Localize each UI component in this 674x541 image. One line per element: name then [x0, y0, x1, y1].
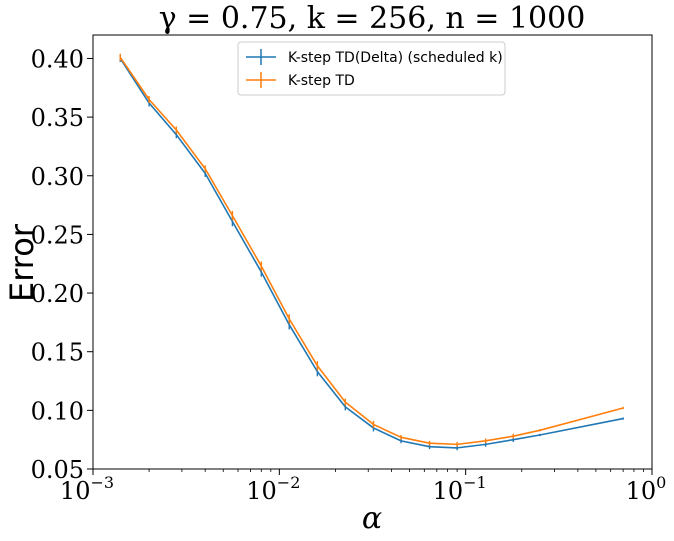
plot-series [119, 53, 624, 451]
y-tick-label: 0.20 [31, 280, 84, 308]
legend: K-step TD(Delta) (scheduled k) K-step TD [237, 41, 506, 96]
series-2 [119, 53, 624, 447]
x-tick-label: 10−2 [246, 473, 300, 505]
y-tick-label: 0.10 [31, 397, 84, 425]
y-tick-label: 0.30 [31, 163, 84, 191]
y-axis-ticks: 0.05 0.10 0.15 0.20 0.25 0.30 0.35 0.40 [31, 45, 93, 484]
x-tick-label: 10−1 [433, 473, 487, 505]
y-tick-label: 0.40 [31, 45, 84, 73]
y-axis-label: Error [3, 223, 41, 302]
y-tick-label: 0.35 [31, 104, 84, 132]
chart-title: γ = 0.75, k = 256, n = 1000 [159, 1, 586, 36]
legend-label-series-2: K-step TD [288, 73, 355, 89]
x-tick-label: 100 [626, 473, 667, 505]
y-tick-label: 0.15 [31, 339, 84, 367]
plot-frame [92, 34, 653, 470]
x-axis-ticks: 10−3 10−2 10−1 100 [60, 469, 666, 505]
y-tick-label: 0.05 [31, 456, 84, 484]
x-axis-label: α [362, 501, 382, 536]
y-tick-label: 0.25 [31, 221, 84, 249]
legend-box [237, 41, 506, 96]
x-tick-label: 10−3 [60, 473, 114, 505]
legend-label-series-1: K-step TD(Delta) (scheduled k) [288, 50, 503, 66]
